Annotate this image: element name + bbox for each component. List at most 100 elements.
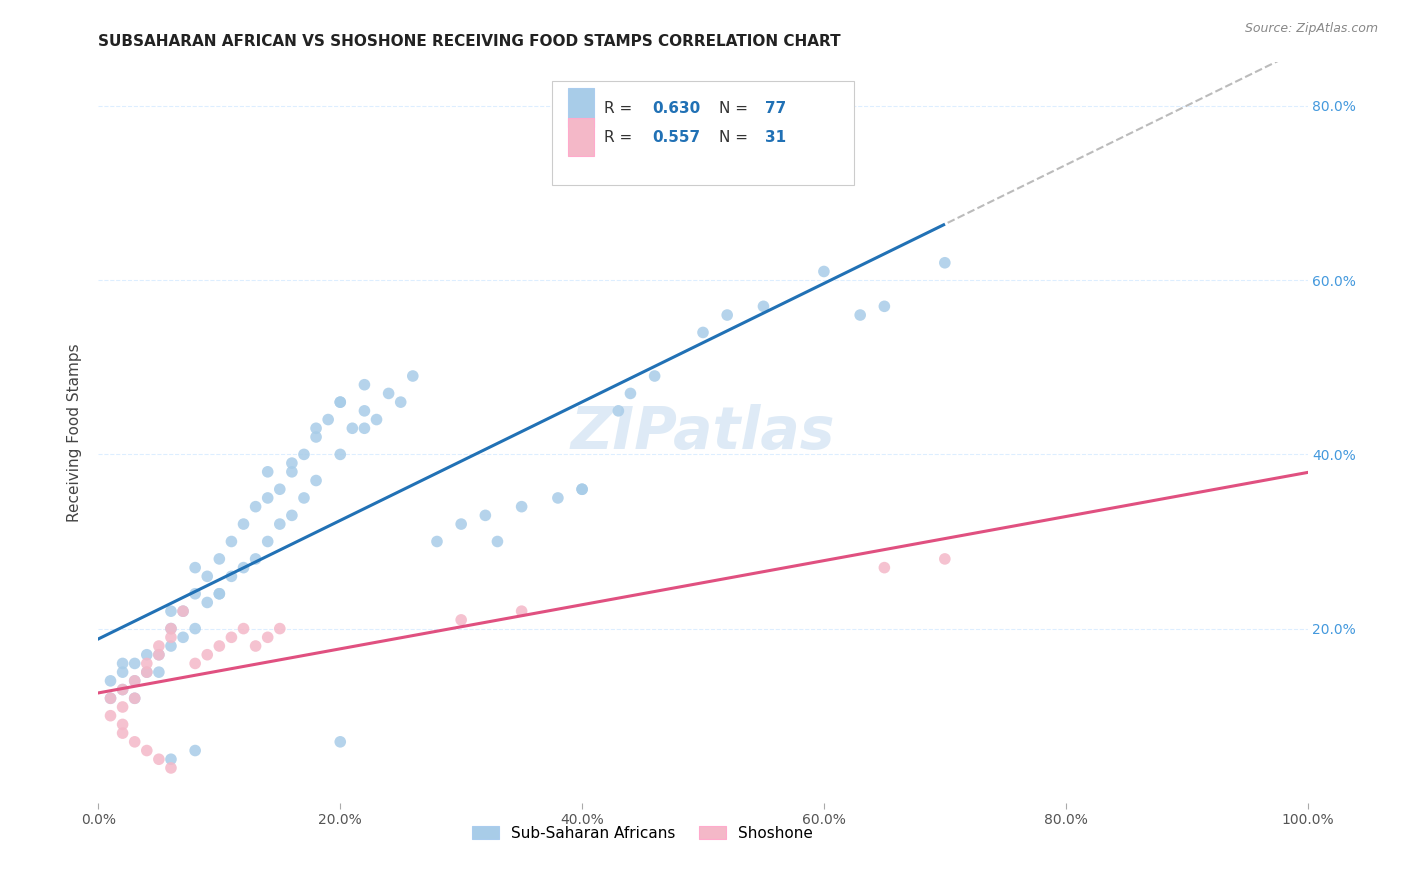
Point [377, 386, 399, 401]
Point [160, 761, 183, 775]
Point [160, 630, 183, 644]
Point [124, 657, 146, 671]
Point [342, 421, 364, 435]
Point [111, 726, 134, 740]
Point [619, 386, 641, 401]
Point [100, 673, 122, 688]
Point [245, 639, 267, 653]
Point [160, 622, 183, 636]
Point [195, 648, 218, 662]
Point [281, 508, 304, 523]
Text: 0.557: 0.557 [652, 130, 700, 145]
Point [510, 500, 533, 514]
Point [208, 587, 231, 601]
Point [353, 404, 375, 418]
Point [111, 665, 134, 680]
Point [135, 665, 157, 680]
Text: N =: N = [718, 101, 752, 116]
Point [305, 421, 328, 435]
Text: SUBSAHARAN AFRICAN VS SHOSHONE RECEIVING FOOD STAMPS CORRELATION CHART: SUBSAHARAN AFRICAN VS SHOSHONE RECEIVING… [98, 34, 841, 49]
Point [160, 622, 183, 636]
Point [124, 691, 146, 706]
Point [160, 752, 183, 766]
Point [172, 604, 194, 618]
Point [329, 447, 352, 461]
FancyBboxPatch shape [568, 118, 595, 156]
Point [111, 682, 134, 697]
Point [232, 560, 254, 574]
Text: Source: ZipAtlas.com: Source: ZipAtlas.com [1244, 22, 1378, 36]
Point [100, 708, 122, 723]
Point [571, 482, 593, 496]
Point [934, 552, 956, 566]
Point [124, 735, 146, 749]
Point [269, 517, 291, 532]
Point [366, 412, 388, 426]
Point [135, 665, 157, 680]
Point [245, 500, 267, 514]
Point [256, 491, 278, 505]
Point [510, 604, 533, 618]
Point [221, 569, 243, 583]
Point [353, 421, 375, 435]
Point [135, 743, 157, 757]
Point [124, 673, 146, 688]
Point [292, 447, 315, 461]
Point [849, 308, 872, 322]
Point [269, 622, 291, 636]
Text: R =: R = [603, 101, 637, 116]
Point [184, 657, 207, 671]
Point [692, 326, 714, 340]
Point [474, 508, 496, 523]
Y-axis label: Receiving Food Stamps: Receiving Food Stamps [67, 343, 83, 522]
Point [135, 648, 157, 662]
Point [329, 395, 352, 409]
Text: N =: N = [718, 130, 752, 145]
Point [305, 474, 328, 488]
Point [208, 552, 231, 566]
Point [402, 369, 425, 384]
Point [111, 717, 134, 731]
Point [100, 691, 122, 706]
Point [934, 256, 956, 270]
Point [245, 552, 267, 566]
Point [281, 465, 304, 479]
Point [486, 534, 509, 549]
Point [221, 534, 243, 549]
Point [111, 700, 134, 714]
Point [571, 482, 593, 496]
Point [135, 657, 157, 671]
Point [389, 395, 412, 409]
Legend: Sub-Saharan Africans, Shoshone: Sub-Saharan Africans, Shoshone [465, 820, 820, 847]
Point [644, 369, 666, 384]
Point [607, 404, 630, 418]
Point [208, 587, 231, 601]
Point [353, 377, 375, 392]
Point [873, 299, 896, 313]
Point [124, 673, 146, 688]
Point [100, 691, 122, 706]
Point [873, 560, 896, 574]
Point [184, 622, 207, 636]
Point [305, 430, 328, 444]
Point [111, 682, 134, 697]
Point [172, 630, 194, 644]
Point [184, 560, 207, 574]
Point [221, 630, 243, 644]
Point [111, 657, 134, 671]
Point [232, 517, 254, 532]
FancyBboxPatch shape [551, 81, 855, 185]
Point [148, 648, 170, 662]
Point [195, 569, 218, 583]
Text: 77: 77 [765, 101, 786, 116]
Point [426, 534, 449, 549]
Point [450, 613, 472, 627]
Point [256, 534, 278, 549]
Point [160, 639, 183, 653]
Point [329, 735, 352, 749]
Point [172, 604, 194, 618]
Text: R =: R = [603, 130, 637, 145]
Point [329, 395, 352, 409]
Point [184, 743, 207, 757]
Point [160, 604, 183, 618]
